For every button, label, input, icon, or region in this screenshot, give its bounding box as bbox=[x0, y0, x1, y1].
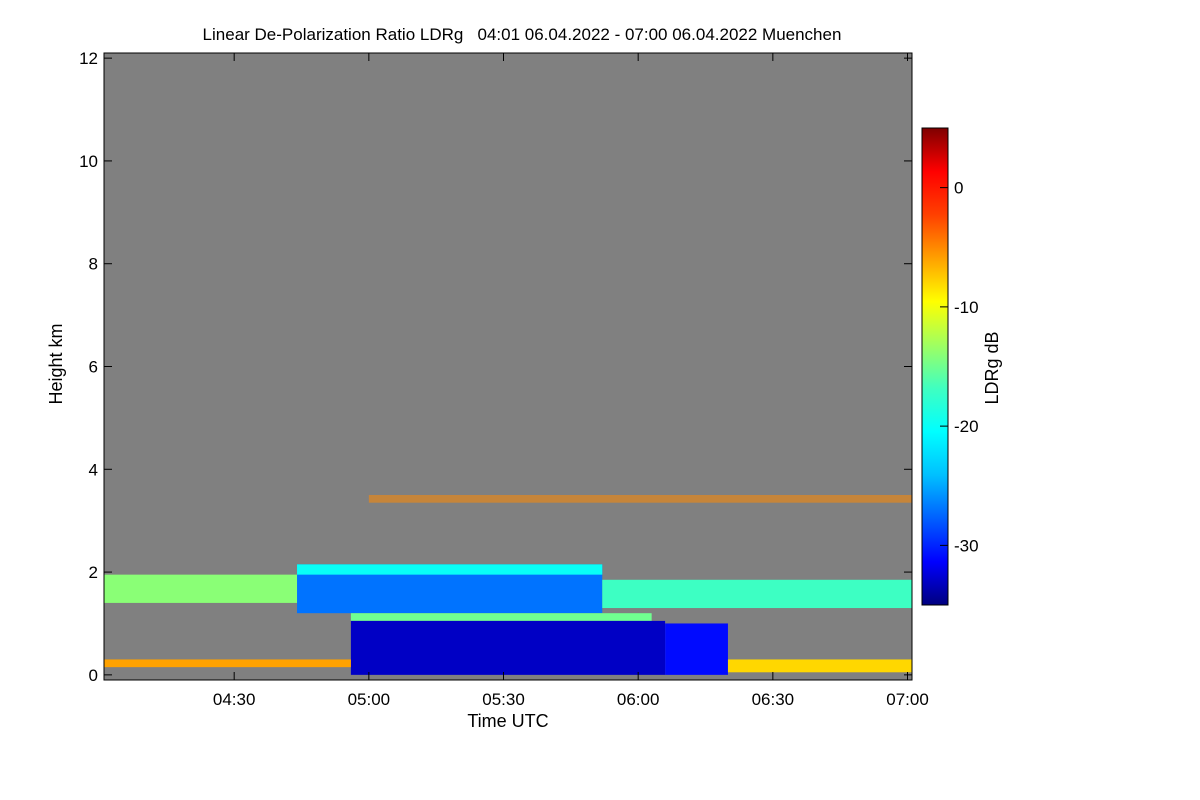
region-cloud-base-line bbox=[350, 613, 652, 621]
x-tick-label: 06:30 bbox=[752, 690, 795, 709]
colorbar bbox=[921, 127, 949, 606]
x-tick-label: 04:30 bbox=[213, 690, 256, 709]
y-tick-label: 8 bbox=[89, 255, 98, 274]
y-axis-label: Height km bbox=[46, 323, 66, 404]
colorbar-tick-label: -20 bbox=[954, 417, 979, 436]
colorbar-tick-label: -30 bbox=[954, 536, 979, 555]
region-aerosol-layer-late bbox=[602, 579, 912, 609]
colorbar-tick-label: -10 bbox=[954, 298, 979, 317]
y-tick-label: 12 bbox=[79, 49, 98, 68]
region-elevated-speckles bbox=[368, 494, 912, 503]
x-tick-label: 06:00 bbox=[617, 690, 660, 709]
region-surface-layer-early bbox=[104, 659, 351, 668]
x-tick-label: 05:00 bbox=[348, 690, 391, 709]
chart-title: Linear De-Polarization Ratio LDRg 04:01 … bbox=[203, 25, 842, 44]
colorbar-label: LDRg dB bbox=[982, 331, 1002, 404]
x-tick-label: 05:30 bbox=[482, 690, 525, 709]
x-tick-label: 07:00 bbox=[886, 690, 929, 709]
region-drizzle-tail bbox=[665, 623, 728, 675]
region-precip-below-cloud bbox=[350, 620, 666, 675]
region-cloud-upper-edge bbox=[297, 564, 603, 575]
y-tick-label: 6 bbox=[89, 358, 98, 377]
region-aerosol-layer-early bbox=[104, 574, 298, 603]
region-surface-layer-late bbox=[727, 659, 912, 673]
colorbar-tick-label: 0 bbox=[954, 179, 963, 198]
y-tick-label: 10 bbox=[79, 152, 98, 171]
y-tick-label: 4 bbox=[89, 460, 98, 479]
x-axis-label: Time UTC bbox=[467, 711, 548, 731]
y-tick-label: 2 bbox=[89, 563, 98, 582]
y-tick-label: 0 bbox=[89, 666, 98, 685]
